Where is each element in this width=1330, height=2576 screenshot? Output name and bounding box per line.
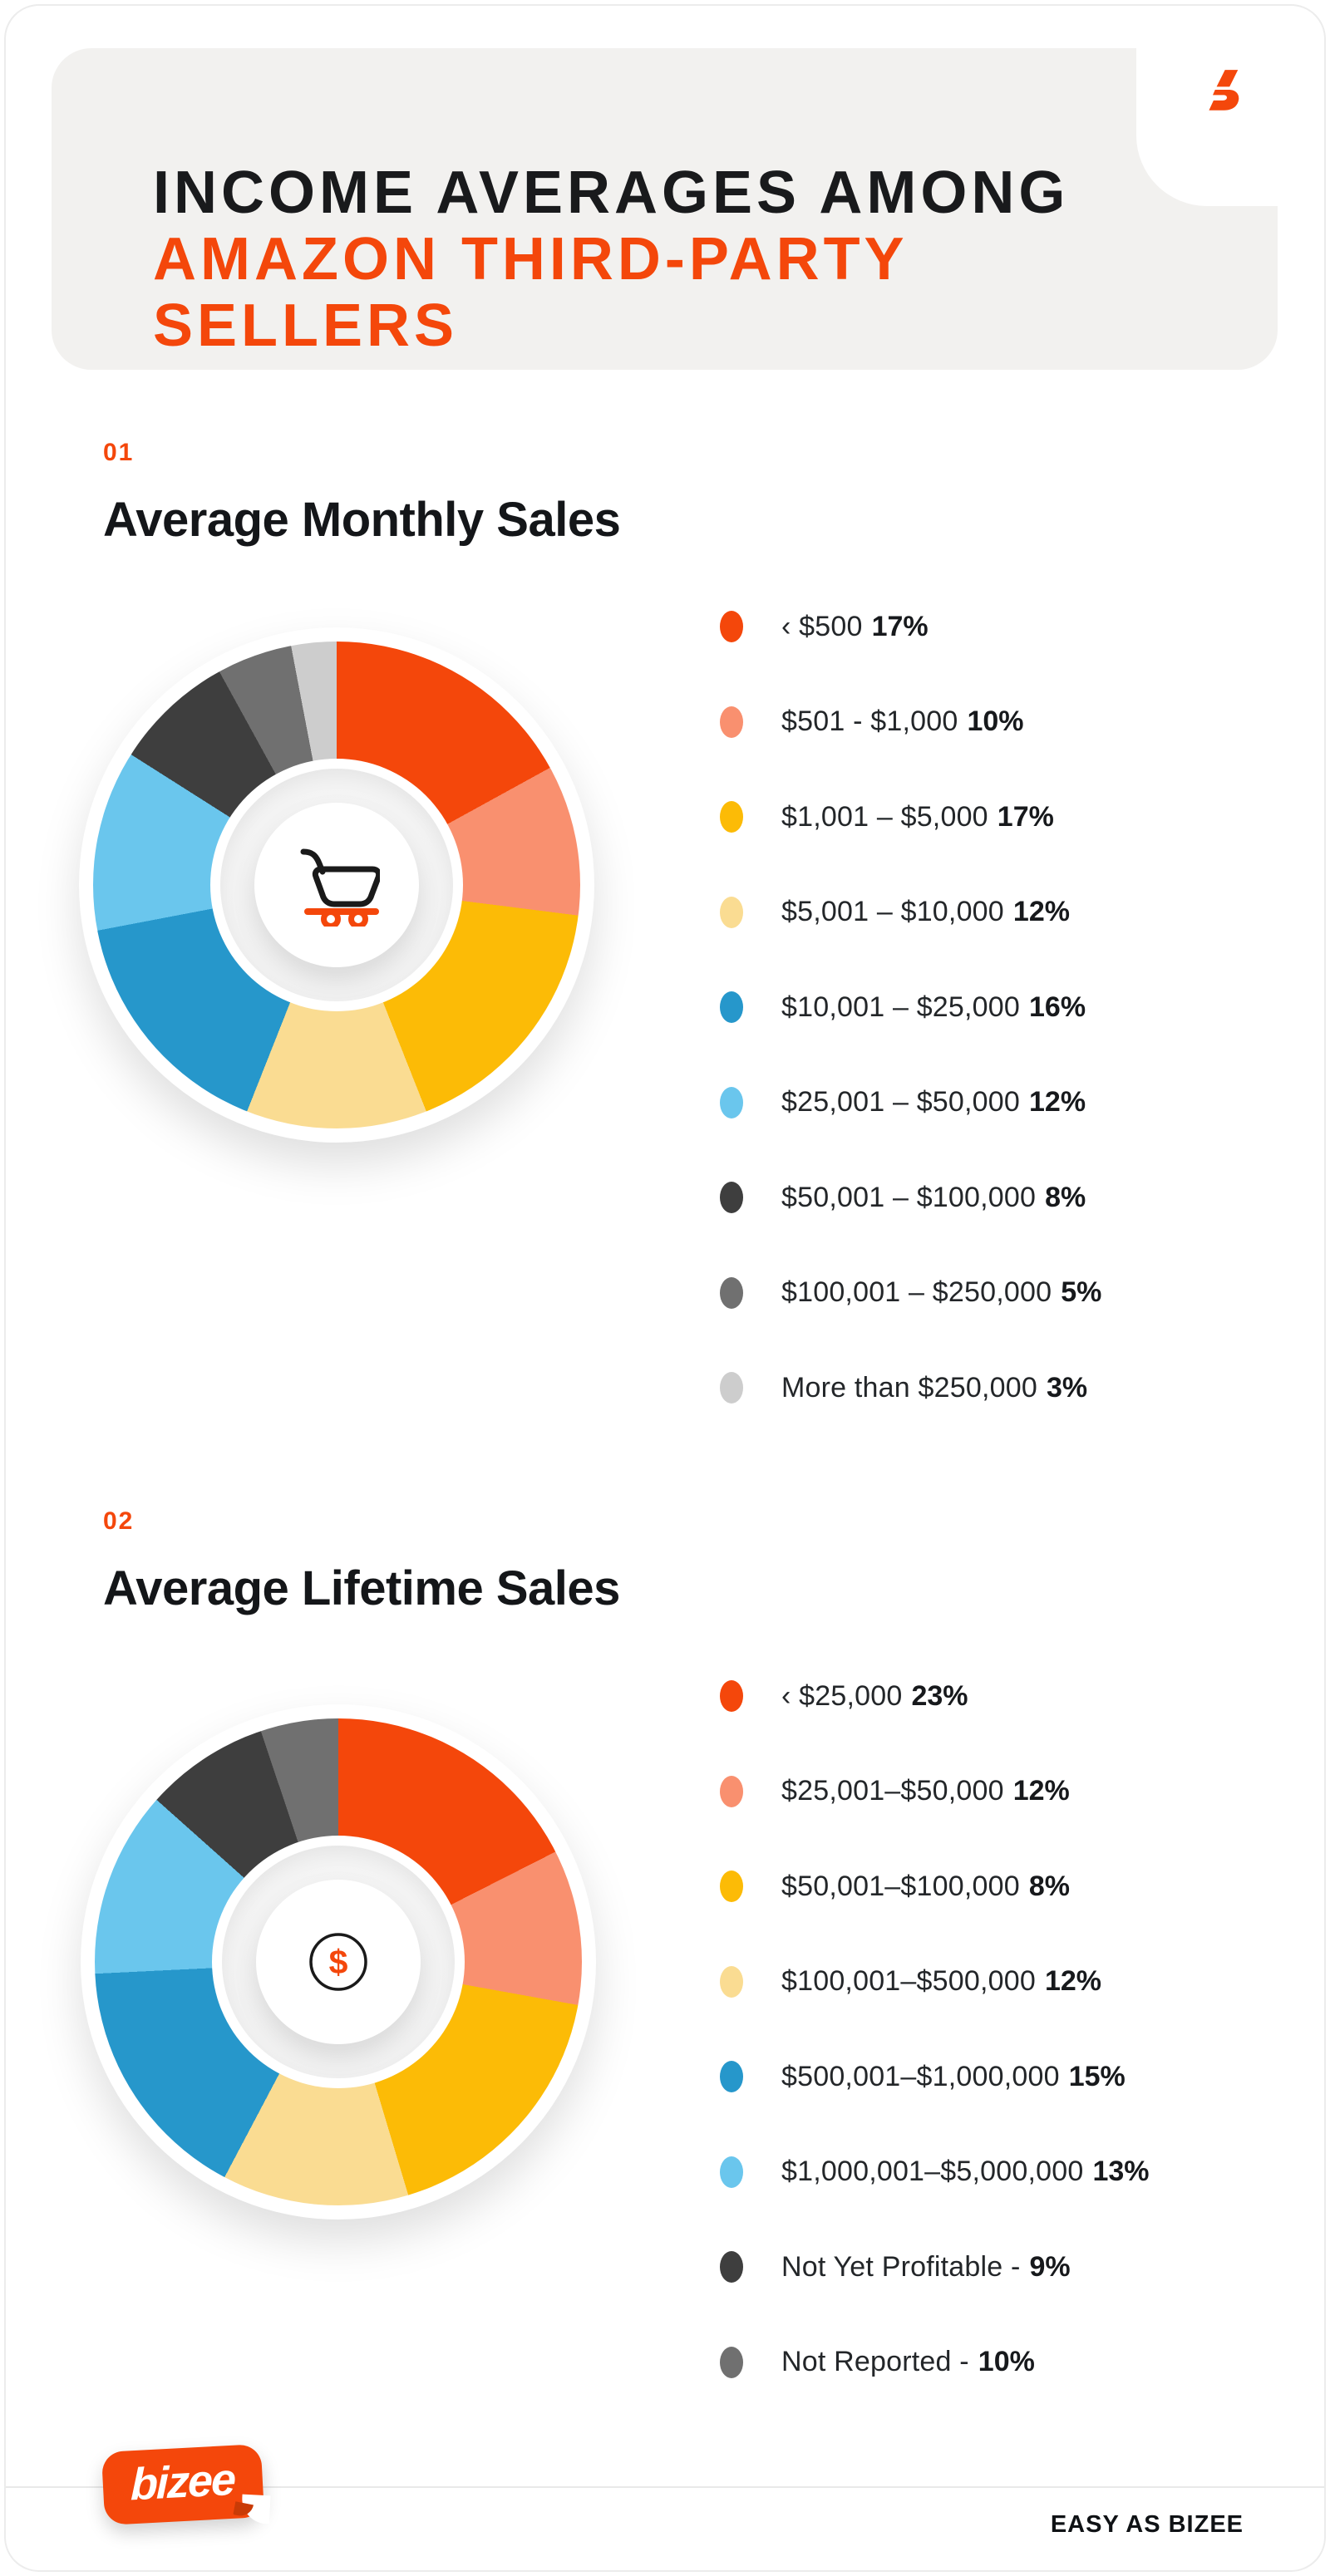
dollar-circle-icon: $ xyxy=(309,1933,367,1991)
legend-label: $501 - $1,000 xyxy=(781,705,958,737)
legend-percent: 12% xyxy=(1012,896,1070,927)
legend-label: Not Yet Profitable - xyxy=(781,2250,1021,2283)
donut-chart-lifetime-sales: $ xyxy=(81,1704,596,2220)
legend-label: ‹ $25,000 xyxy=(781,1679,903,1712)
legend-item: $25,001–$50,000 12% xyxy=(720,1768,1070,1815)
legend-item: ‹ $500 17% xyxy=(720,603,929,650)
legend-label: More than $250,000 xyxy=(781,1371,1037,1404)
legend-label: $1,000,001–$5,000,000 xyxy=(781,2156,1084,2187)
legend-dot xyxy=(720,801,743,833)
legend-dot xyxy=(720,896,743,928)
legend-percent: 8% xyxy=(1045,1181,1086,1213)
legend-label: $100,001 – $250,000 xyxy=(781,1276,1052,1308)
footer-divider xyxy=(5,2486,1325,2488)
legend-item: $1,000,001–$5,000,000 13% xyxy=(720,2149,1150,2195)
legend-item: ‹ $25,000 23% xyxy=(720,1673,968,1719)
legend-percent: 12% xyxy=(1012,1775,1070,1807)
legend-percent: 3% xyxy=(1046,1371,1088,1404)
legend-label: $25,001–$50,000 xyxy=(781,1775,1004,1807)
legend-dot xyxy=(720,2251,743,2283)
legend-label: $10,001 – $25,000 xyxy=(781,991,1021,1023)
bizee-wordmark: bizee xyxy=(131,2454,236,2510)
section-02-title: Average Lifetime Sales xyxy=(103,1561,620,1615)
legend-label: $500,001–$1,000,000 xyxy=(781,2060,1060,2092)
legend-item: Not Yet Profitable -9% xyxy=(720,2244,1071,2290)
section-01-number: 01 xyxy=(103,439,135,466)
legend-dot xyxy=(720,1372,743,1404)
section-02-number: 02 xyxy=(103,1507,135,1535)
legend-item: $5,001 – $10,000 12% xyxy=(720,889,1070,936)
legend-percent: 8% xyxy=(1028,1870,1070,1902)
legend-percent: 16% xyxy=(1029,991,1086,1023)
legend-label: Not Reported - xyxy=(781,2346,969,2377)
legend-percent: 17% xyxy=(871,610,929,642)
legend-dot xyxy=(720,1775,743,1807)
legend-dot xyxy=(720,611,743,642)
legend-percent: 5% xyxy=(1061,1276,1102,1308)
legend-dot xyxy=(720,1965,743,1998)
legend-item: More than $250,000 3% xyxy=(720,1364,1087,1411)
title-line-2: AMAZON THIRD-PARTY xyxy=(153,226,909,293)
footer-tagline: EASY AS BIZEE xyxy=(1050,2511,1244,2538)
legend-item: $50,001–$100,000 8% xyxy=(720,1863,1070,1910)
page-title: INCOME AVERAGES AMONG AMAZON THIRD-PARTY… xyxy=(153,160,1069,359)
legend-dot xyxy=(720,1276,743,1309)
legend-label: ‹ $500 xyxy=(781,610,863,642)
header-notch xyxy=(1136,48,1278,206)
legend-item: $500,001–$1,000,000 15% xyxy=(720,2053,1126,2100)
legend-dot xyxy=(720,1086,743,1118)
legend-dot xyxy=(720,2346,743,2378)
legend-percent: 17% xyxy=(997,800,1054,833)
legend-item: $1,001 – $5,000 17% xyxy=(720,794,1054,840)
legend-dot xyxy=(720,1680,743,1712)
section-01-title: Average Monthly Sales xyxy=(103,493,621,547)
bizee-bolt-icon xyxy=(1209,70,1239,111)
donut-center-disc: $ xyxy=(256,1880,421,2044)
legend-percent: 9% xyxy=(1029,2250,1071,2283)
bizee-logo: bizee xyxy=(101,2444,271,2525)
legend-dot xyxy=(720,705,743,738)
donut-chart-monthly-sales xyxy=(79,627,594,1143)
svg-text:$: $ xyxy=(329,1943,348,1981)
title-line-1: INCOME AVERAGES AMONG xyxy=(153,160,1070,226)
legend-percent: 10% xyxy=(978,2346,1035,2377)
legend-item: Not Reported - 10% xyxy=(720,2339,1035,2386)
header-card: INCOME AVERAGES AMONG AMAZON THIRD-PARTY… xyxy=(52,48,1278,370)
legend-label: $5,001 – $10,000 xyxy=(781,896,1004,927)
legend-percent: 23% xyxy=(911,1679,968,1712)
legend-dot xyxy=(720,991,743,1023)
legend-item: $50,001 – $100,000 8% xyxy=(720,1174,1086,1221)
title-line-3: SELLERS xyxy=(153,293,459,359)
legend-dot xyxy=(720,2156,743,2188)
legend-item: $100,001 – $250,000 5% xyxy=(720,1270,1101,1316)
legend-label: $1,001 – $5,000 xyxy=(781,800,988,833)
legend-percent: 13% xyxy=(1092,2156,1150,2187)
legend-percent: 10% xyxy=(967,705,1024,737)
legend-dot xyxy=(720,2061,743,2092)
legend-dot xyxy=(720,1182,743,1213)
legend-item: $501 - $1,000 10% xyxy=(720,699,1024,745)
legend-label: $100,001–$500,000 xyxy=(781,1965,1036,1997)
legend-percent: 12% xyxy=(1029,1086,1086,1118)
shopping-cart-icon xyxy=(300,848,380,927)
legend-label: $50,001–$100,000 xyxy=(781,1870,1020,1902)
legend-percent: 12% xyxy=(1044,1965,1101,1997)
donut-center-disc xyxy=(254,803,419,967)
legend-label: $50,001 – $100,000 xyxy=(781,1181,1037,1213)
legend-item: $25,001 – $50,000 12% xyxy=(720,1079,1086,1126)
legend-item: $100,001–$500,000 12% xyxy=(720,1959,1101,2005)
legend-percent: 15% xyxy=(1068,2060,1126,2092)
legend-dot xyxy=(720,1871,743,1902)
legend-item: $10,001 – $25,000 16% xyxy=(720,984,1086,1030)
legend-label: $25,001 – $50,000 xyxy=(781,1086,1021,1118)
